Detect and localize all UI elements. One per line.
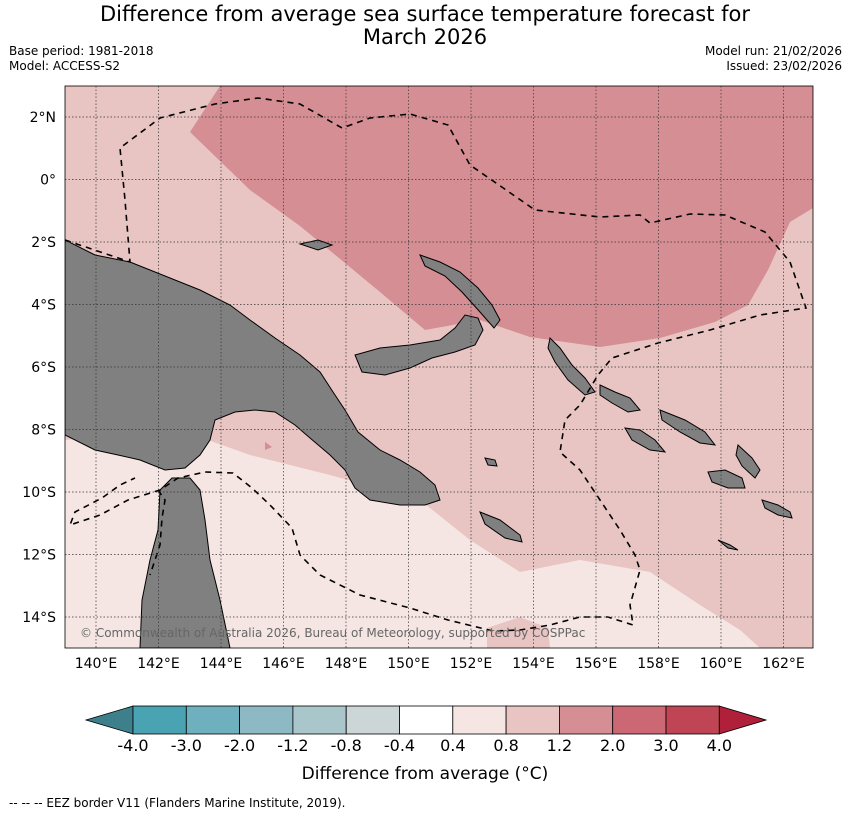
lat-label: 10°S [22, 485, 56, 501]
lon-label: 162°E [762, 656, 805, 672]
graticule [65, 86, 813, 648]
colorbar-tick: -0.4 [384, 736, 415, 755]
land-santa-isabel [659, 409, 717, 446]
lat-label: 14°S [22, 610, 56, 626]
colorbar-extend-low [84, 705, 134, 735]
colorbar-tick: 1.2 [547, 736, 572, 755]
colorbar-segment [505, 705, 560, 735]
colorbar-segment [132, 705, 187, 735]
lon-label: 160°E [700, 656, 743, 672]
lon-label: 158°E [637, 656, 680, 672]
anomaly-speck [265, 442, 272, 450]
lon-label: 140°E [75, 656, 118, 672]
land-rennell [717, 539, 739, 551]
land-manus [298, 239, 334, 251]
title-line-2: March 2026 [362, 25, 488, 49]
map-title: Difference from average sea surface temp… [0, 3, 850, 49]
lat-label: 8°S [31, 423, 56, 439]
lon-label: 142°E [137, 656, 180, 672]
colorbar-tick: -3.0 [171, 736, 202, 755]
land-makira [761, 499, 793, 519]
land-guadalcanal [707, 469, 746, 489]
lon-label: 144°E [200, 656, 243, 672]
land-new-georgia [624, 427, 667, 453]
land-trobriand [484, 457, 498, 467]
lon-label: 150°E [387, 656, 430, 672]
lat-label: 0° [40, 173, 56, 189]
land-new-guinea [65, 239, 441, 506]
longitude-labels: 140°E 142°E 144°E 146°E 148°E 150°E 152°E 154°E… [75, 656, 805, 672]
colorbar-segment [239, 705, 294, 735]
map-border [64, 85, 814, 649]
colorbar-extend-high [718, 705, 768, 735]
latitude-labels: 2°N 0° 2°S 4°S 6°S 8°S 10°S 12°S 14°S [22, 110, 56, 626]
colorbar-tick: -2.0 [224, 736, 255, 755]
model-name: Model: ACCESS-S2 [9, 59, 121, 73]
land-milne-islands [479, 511, 523, 543]
colorbar: -4.0 -3.0 -2.0 -1.2 -0.8 -0.4 0.4 0.8 1.2 2.0 3.0 4… [84, 705, 768, 755]
colorbar-segment [452, 705, 507, 735]
colorbar-tick: 2.0 [600, 736, 625, 755]
lon-label: 146°E [262, 656, 305, 672]
anomaly-patch-south [487, 617, 550, 648]
land-cape-york [139, 477, 231, 648]
map-figure: © Commonwealth of Australia 2026, Bureau… [22, 85, 814, 784]
model-run: Model run: 21/02/2026 [704, 44, 842, 58]
colorbar-tick: -1.2 [277, 736, 308, 755]
map-area [65, 86, 813, 648]
colorbar-segment [665, 705, 720, 735]
colorbar-tick: 4.0 [707, 736, 732, 755]
lon-label: 148°E [325, 656, 368, 672]
meta-left: Base period: 1981-2018 Model: ACCESS-S2 [9, 44, 154, 74]
base-period: Base period: 1981-2018 [9, 44, 154, 58]
eez-legend-note: -- -- -- EEZ border V11 (Flanders Marine… [9, 796, 346, 810]
colorbar-segment [559, 705, 614, 735]
lat-label: 2°S [31, 235, 56, 251]
issued-date: Issued: 23/02/2026 [726, 59, 842, 73]
land-new-ireland [419, 254, 501, 329]
land-new-britain [354, 314, 484, 376]
colorbar-tick: -4.0 [117, 736, 148, 755]
colorbar-tick: 3.0 [653, 736, 678, 755]
copyright-text: © Commonwealth of Australia 2026, Bureau… [80, 626, 585, 640]
colorbar-segment [399, 705, 454, 735]
eez-borders [65, 97, 808, 632]
colorbar-tick: 0.8 [493, 736, 518, 755]
lat-label: 12°S [22, 548, 56, 564]
anomaly-fill-1-2-2-0 [190, 86, 813, 347]
title-line-1: Difference from average sea surface temp… [100, 2, 750, 26]
colorbar-segment [612, 705, 667, 735]
colorbar-segment [185, 705, 241, 735]
land-malaita [735, 444, 761, 479]
colorbar-tick: -0.8 [331, 736, 362, 755]
colorbar-segment [345, 705, 400, 735]
colorbar-label: Difference from average (°C) [302, 764, 549, 784]
lat-label: 6°S [31, 360, 56, 376]
lon-label: 154°E [512, 656, 555, 672]
land-bougainville [547, 336, 596, 396]
lon-label: 152°E [450, 656, 493, 672]
land-choiseul [599, 384, 641, 413]
colorbar-segment [292, 705, 347, 735]
anomaly-fill-0-4-0-8 [65, 430, 760, 648]
meta-right: Model run: 21/02/2026 Issued: 23/02/2026 [705, 44, 842, 74]
lat-label: 2°N [30, 110, 56, 126]
lat-label: 4°S [31, 298, 56, 314]
colorbar-tick: 0.4 [440, 736, 465, 755]
lon-label: 156°E [575, 656, 618, 672]
